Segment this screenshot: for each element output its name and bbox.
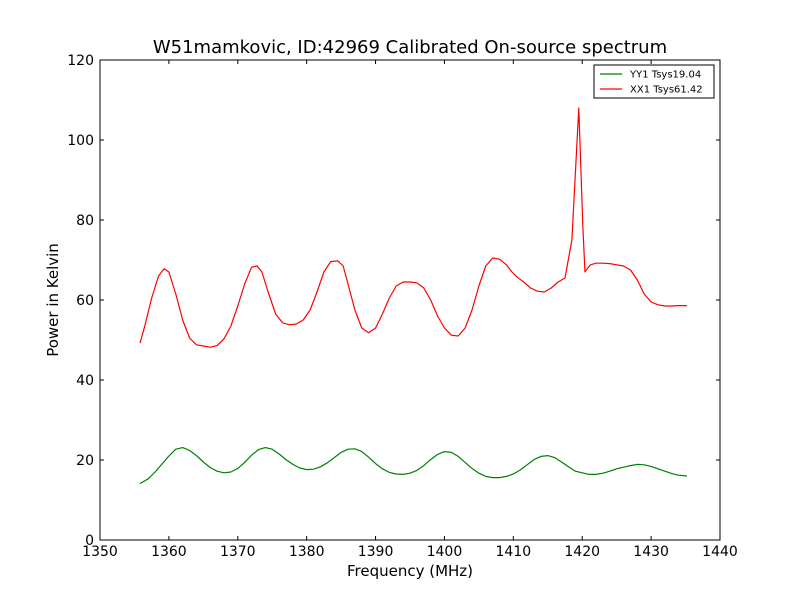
x-tick-label: 1380	[289, 544, 325, 560]
y-tick-label: 120	[67, 53, 94, 69]
ticks-layer: 1350 1360 1370 1380 1390 1400 1410 1420 1430 1440…	[67, 53, 738, 560]
x-tick-label: 1430	[633, 544, 669, 560]
series-line-xx1	[139, 107, 687, 348]
x-axis-label: Frequency (MHz)	[347, 562, 473, 580]
y-axis-label: Power in Kelvin	[44, 243, 62, 357]
series-line-yy1	[139, 447, 687, 485]
legend-label-yy1: YY1 Tsys19.04	[629, 70, 701, 81]
x-tick-label: 1440	[702, 544, 738, 560]
y-tick-label: 100	[67, 133, 94, 149]
chart-title: W51mamkovic, ID:42969 Calibrated On-sour…	[153, 37, 667, 58]
x-tick-label: 1350	[82, 544, 118, 560]
series-layer	[139, 107, 687, 485]
y-tick-label: 80	[76, 213, 94, 229]
legend: YY1 Tsys19.04 XX1 Tsys61.42	[593, 64, 715, 99]
x-tick-label: 1370	[220, 544, 256, 560]
x-tick-label: 1420	[564, 544, 600, 560]
y-tick-label: 60	[76, 293, 94, 309]
x-tick-label: 1410	[496, 544, 532, 560]
x-tick-label: 1400	[427, 544, 463, 560]
y-tick-label: 40	[76, 373, 94, 389]
y-tick-label: 20	[76, 453, 94, 469]
x-tick-label: 1360	[151, 544, 187, 560]
y-tick-label: 0	[85, 533, 94, 549]
legend-box	[593, 64, 715, 99]
x-tick-label: 1390	[358, 544, 394, 560]
legend-label-xx1: XX1 Tsys61.42	[630, 85, 703, 96]
